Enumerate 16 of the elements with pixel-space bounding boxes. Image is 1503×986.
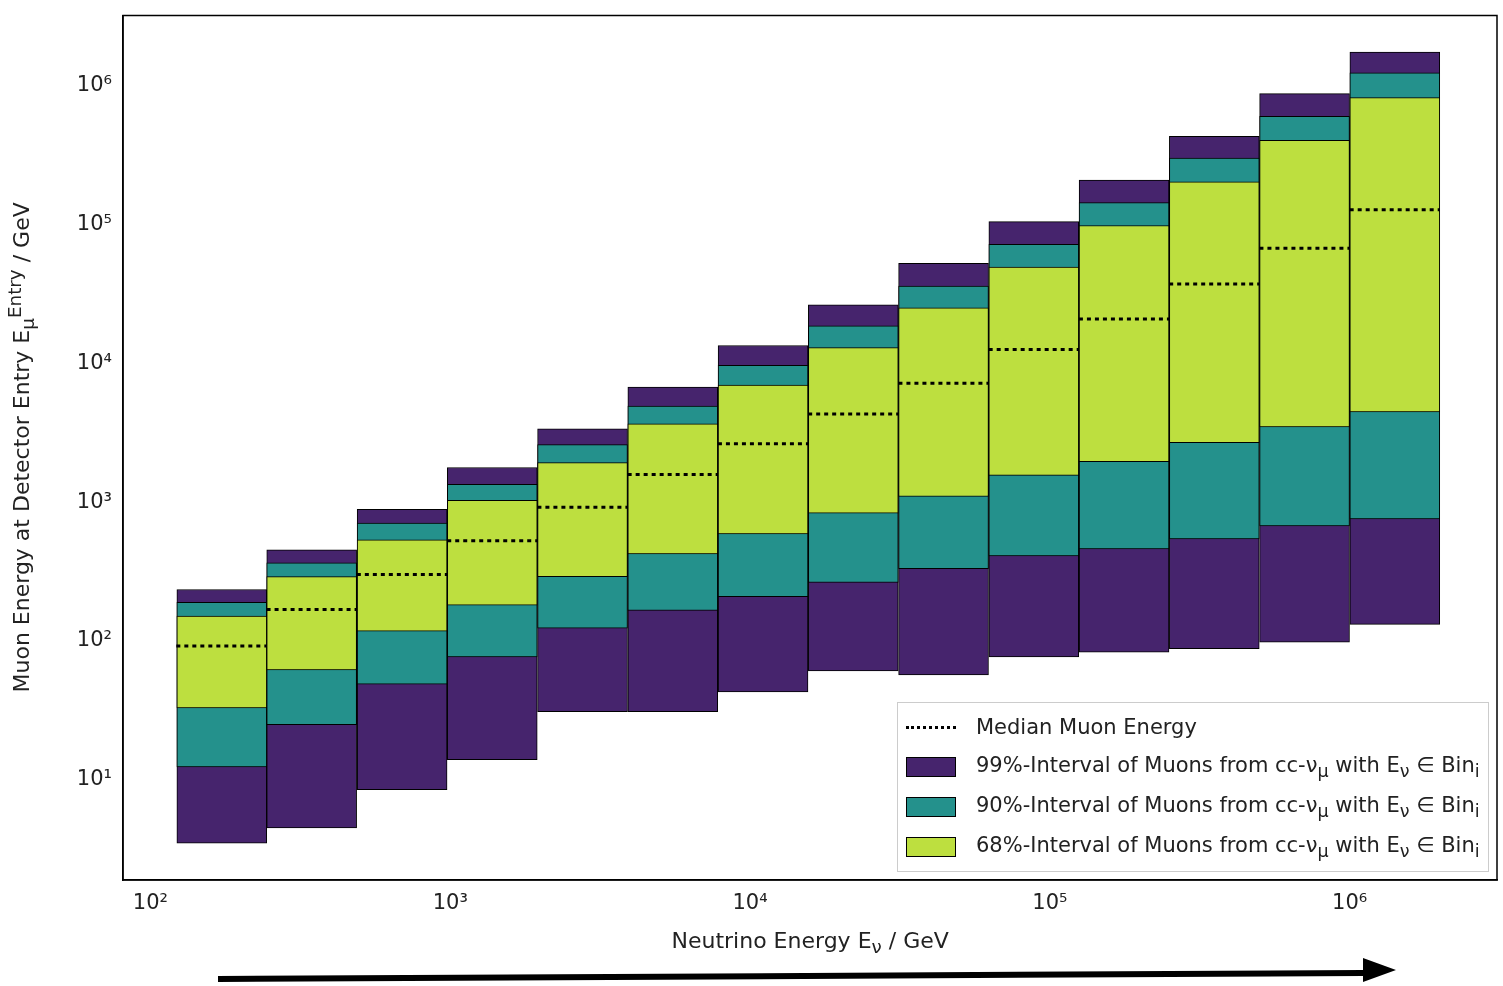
y-tick-label: 10³ [76,488,112,513]
x-tick-label: 10³ [432,890,468,915]
legend-label: 68%-Interval of Muons from cc-ν$_{μ}$ with E$_{ν}$ ∈ Bin$_{i}$ [976,832,1480,862]
y-tick-label: 10⁶ [76,72,112,97]
legend-label: 90%-Interval of Muons from cc-ν$_{μ}$ with E$_{ν}$ ∈ Bin$_{i}$ [976,792,1480,822]
legend-label: Median Muon Energy [976,715,1197,739]
x-tick-label: 10⁶ [1332,890,1368,915]
x-axis-title: Neutrino Energy E$_{ν}$ / GeV [671,928,949,958]
x-tick-label: 10⁵ [1032,890,1068,915]
y-tick-label: 10⁵ [76,211,112,236]
x-tick-label: 10⁴ [732,890,768,915]
y-tick-label: 10⁴ [76,349,112,374]
legend-label: 99%-Interval of Muons from cc-ν$_{μ}$ with E$_{ν}$ ∈ Bin$_{i}$ [976,752,1480,782]
x-tick-label: 10² [132,890,169,915]
y-tick-label: 10¹ [76,766,112,791]
y-tick-label: 10² [76,627,112,652]
